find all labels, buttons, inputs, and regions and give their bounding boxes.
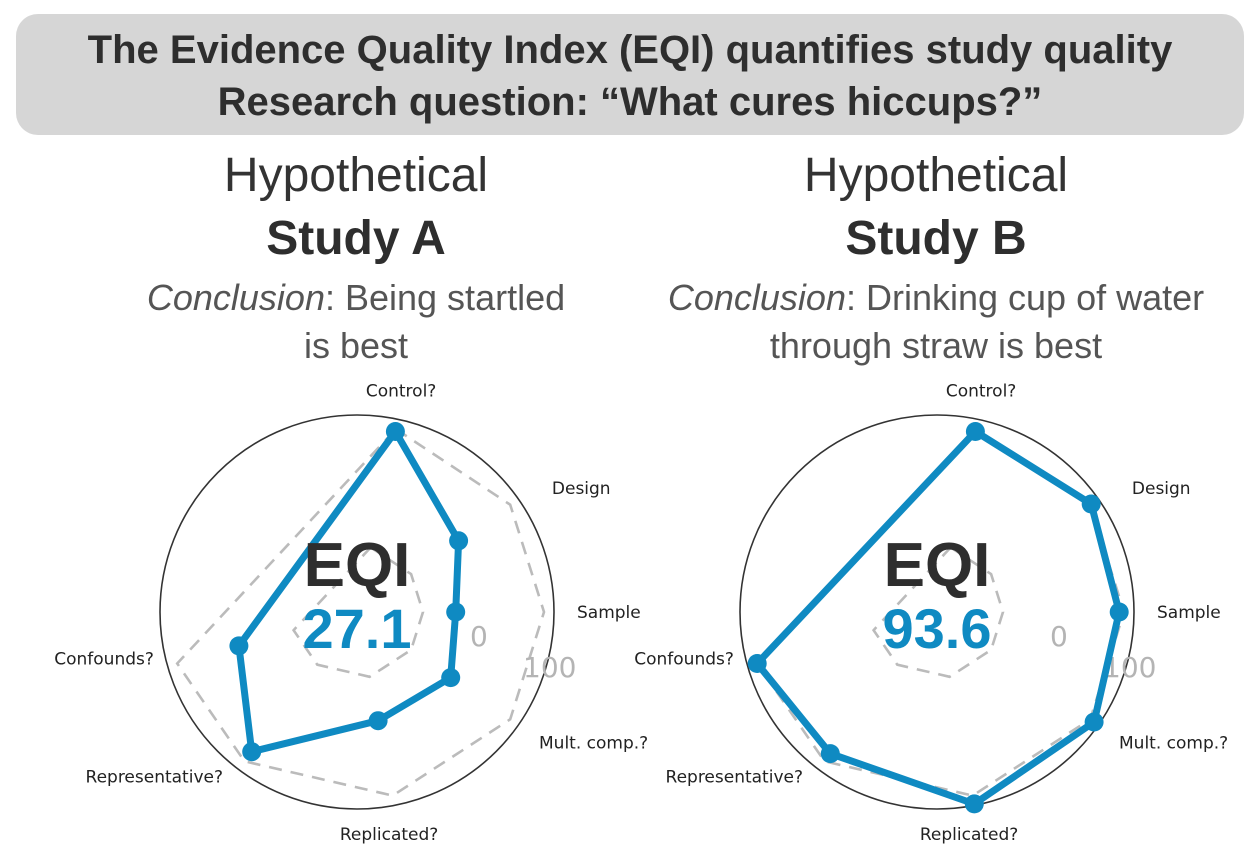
study-b-axis-label-4: Replicated? (920, 825, 1018, 845)
study-a-data-point-5 (242, 742, 262, 762)
study-b-name: Study B (845, 212, 1027, 265)
study-a-ring-label-100: 100 (523, 651, 576, 684)
study-b-data-point-1 (1081, 494, 1101, 514)
study-a-conclusion-line1: Being startled (344, 277, 566, 318)
study-a-eqi-label: EQI (304, 531, 411, 600)
title-banner: The Evidence Quality Index (EQI) quantif… (16, 14, 1244, 135)
study-b-data-point-5 (820, 744, 840, 764)
study-a-name: Study A (266, 212, 446, 265)
study-a-conclusion-sep: : (324, 277, 345, 318)
study-a-outer-circle (159, 414, 555, 810)
study-b-outer-circle (739, 414, 1135, 810)
study-b-hypothetical: Hypothetical (803, 149, 1069, 202)
study-a-axis-label-1: Design (552, 479, 611, 499)
study-a-reference-ring-0 (291, 545, 425, 679)
study-b-conclusion-label: Conclusion (667, 277, 846, 318)
study-b-data-point-0 (965, 422, 985, 441)
study-b-eqi-label: EQI (884, 531, 991, 600)
study-b-conclusion: Conclusion: Drinking cup of water throug… (656, 274, 1216, 370)
study-a-conclusion-line2: is best (303, 325, 409, 366)
study-a-data-point-0 (385, 422, 405, 441)
study-a-conclusion-label: Conclusion (146, 277, 325, 318)
study-b-axis-label-6: Confounds? (634, 650, 734, 670)
study-b-header: Hypothetical Study B Conclusion: Drinkin… (656, 146, 1216, 370)
study-a-ring-label-0: 0 (470, 620, 488, 653)
banner-title: The Evidence Quality Index (EQI) quantif… (87, 28, 1173, 72)
study-b-conclusion-line1: Drinking cup of water (865, 277, 1205, 318)
study-b-ring-label-0: 0 (1050, 620, 1068, 653)
study-a-axis-label-2: Sample (577, 603, 641, 623)
study-a-axis-label-5: Representative? (86, 768, 223, 788)
study-a-axis-label-4: Replicated? (340, 825, 438, 845)
study-a-axis-label-6: Confounds? (54, 650, 154, 670)
study-b-axis-label-0: Control? (946, 382, 1016, 402)
study-b-conclusion-line2: through straw is best (769, 325, 1103, 366)
study-b-data-point-2 (1109, 602, 1129, 622)
study-b-axis-label-5: Representative? (666, 768, 803, 788)
study-a-data-point-2 (446, 602, 466, 622)
study-a-data-point-1 (449, 531, 469, 551)
banner-subtitle: Research question: “What cures hiccups?” (217, 80, 1043, 124)
study-b-axis-label-2: Sample (1157, 603, 1221, 623)
study-b-reference-ring-0 (871, 545, 1005, 679)
study-a-data-point-4 (368, 711, 388, 731)
study-a-axis-label-0: Control? (366, 382, 436, 402)
study-b-axis-label-3: Mult. comp.? (1119, 734, 1228, 754)
study-a-header: Hypothetical Study A Conclusion: Being s… (76, 146, 636, 370)
study-b-data-point-3 (1084, 712, 1104, 732)
study-a-hypothetical: Hypothetical (223, 149, 489, 202)
study-a-eqi-value: 27.1 (303, 597, 412, 660)
study-b-series-line (752, 427, 1123, 808)
study-a-reference-ring-100 (175, 427, 546, 797)
study-a-series-line (235, 425, 463, 757)
study-b-data-point-6 (747, 654, 767, 673)
study-b-conclusion-sep: : (845, 277, 866, 318)
study-a-axis-label-3: Mult. comp.? (539, 734, 648, 754)
study-b-axis-label-1: Design (1132, 479, 1191, 499)
study-b-eqi-value: 93.6 (883, 597, 992, 660)
study-a-data-point-6 (229, 636, 249, 656)
study-a-conclusion: Conclusion: Being startled is best (76, 274, 636, 370)
study-b-data-point-4 (964, 794, 984, 814)
study-a-data-point-3 (441, 668, 461, 688)
